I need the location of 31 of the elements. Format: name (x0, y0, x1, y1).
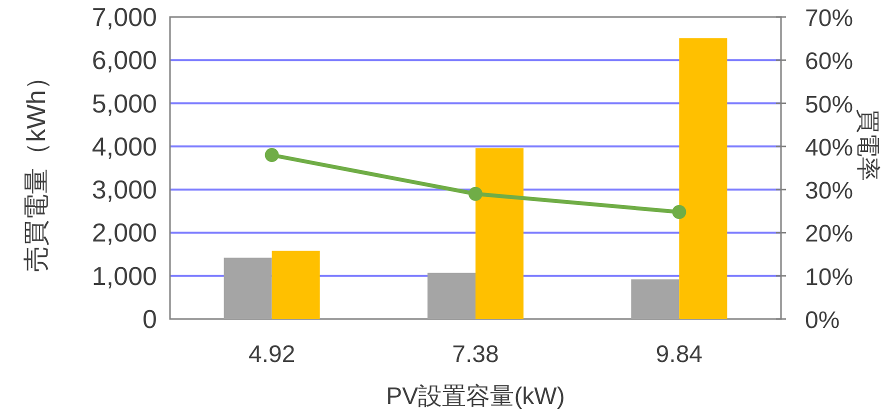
bar (428, 272, 476, 319)
y2-tick-label: 20% (805, 220, 854, 248)
y-tick-label: 3,000 (92, 174, 157, 205)
y2-tick-label: 50% (805, 91, 854, 118)
point (264, 148, 279, 162)
x-tick-label: 4.92 (248, 341, 296, 368)
bar (679, 38, 728, 319)
y-axis-title: 売買電量（kWh） (21, 64, 51, 272)
y2-tick-label: 40% (805, 134, 854, 162)
y2-axis-title: 買電率 (854, 109, 881, 181)
y2-tick-label: 0% (805, 307, 840, 334)
x-tick-label: 7.38 (452, 341, 499, 368)
bar (631, 279, 680, 319)
y-tick-label: 5,000 (92, 88, 157, 118)
bar (224, 258, 272, 319)
y-tick-label: 2,000 (92, 218, 157, 248)
y-tick-label: 1,000 (92, 260, 157, 291)
bar (272, 250, 320, 319)
point (672, 205, 686, 220)
y2-tick-label: 60% (805, 48, 854, 76)
y2-tick-label: 70% (805, 5, 854, 32)
bar (476, 148, 524, 319)
y-tick-label: 4,000 (92, 131, 157, 162)
point (468, 186, 482, 201)
y-tick-label: 0 (142, 304, 157, 334)
y2-tick-label: 10% (805, 264, 854, 291)
y-tick-label: 7,000 (92, 2, 157, 32)
y-tick-label: 6,000 (92, 45, 157, 76)
x-axis-title: PV設置容量(kW) (386, 383, 565, 410)
x-tick-label: 9.84 (656, 341, 703, 368)
y2-tick-label: 30% (805, 178, 854, 205)
